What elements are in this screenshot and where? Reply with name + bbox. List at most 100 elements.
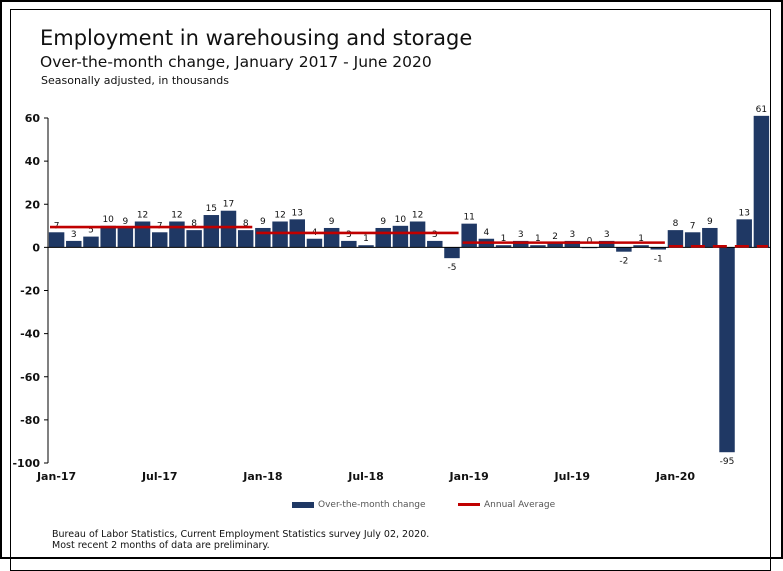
bar-data-label: 12 xyxy=(171,211,182,221)
x-tick-label: Jan-17 xyxy=(36,470,76,483)
y-tick-label: 40 xyxy=(25,155,41,168)
bar xyxy=(409,221,426,248)
x-tick-label: Jan-20 xyxy=(655,470,696,483)
bar xyxy=(66,240,82,248)
legend-item-bars: Over-the-month change xyxy=(292,500,426,510)
y-tick-label: 20 xyxy=(25,198,41,211)
bar-data-label: 9 xyxy=(380,217,386,227)
bar-data-label: 12 xyxy=(274,211,285,221)
legend-item-average: Annual Average xyxy=(458,500,555,510)
x-tick-label: Jan-19 xyxy=(449,470,489,483)
bar-data-label: 9 xyxy=(707,217,713,227)
bar xyxy=(513,240,529,248)
bar-data-label: 3 xyxy=(71,230,77,240)
x-tick-label: Jul-17 xyxy=(141,470,178,483)
bar xyxy=(341,240,357,248)
legend-swatch-average xyxy=(458,503,480,506)
bar-data-label: 3 xyxy=(518,230,524,240)
bar xyxy=(684,232,701,248)
bar-data-label: 10 xyxy=(102,215,114,225)
bar xyxy=(719,247,735,453)
plot-area: -100-80-60-40-20020406073510912712815178… xyxy=(12,105,770,483)
bar-data-label: -5 xyxy=(447,263,456,273)
x-tick-label: Jul-19 xyxy=(554,470,591,483)
bar xyxy=(547,243,563,248)
chart-title: Employment in warehousing and storage xyxy=(40,26,473,50)
outer-border xyxy=(0,0,783,559)
bar xyxy=(598,240,615,248)
bar-data-label: 8 xyxy=(243,219,249,229)
bar-data-label: 9 xyxy=(122,217,128,227)
bar xyxy=(702,227,718,248)
source-line-2: Most recent 2 months of data are prelimi… xyxy=(52,540,270,551)
bar xyxy=(237,230,254,248)
chart-subtitle: Over-the-month change, January 2017 - Ju… xyxy=(40,53,432,71)
bar-data-label: 3 xyxy=(432,230,438,240)
source-line-1: Bureau of Labor Statistics, Current Empl… xyxy=(52,529,430,540)
bar xyxy=(272,221,288,248)
bar xyxy=(667,230,684,248)
bar xyxy=(375,227,391,248)
legend-label-bars: Over-the-month change xyxy=(318,500,426,510)
bar-data-label: 5 xyxy=(88,226,94,236)
x-tick-label: Jan-18 xyxy=(242,470,282,483)
bar-data-label: 9 xyxy=(329,217,335,227)
bar xyxy=(392,225,409,248)
bar-data-label: 8 xyxy=(673,219,679,229)
bar xyxy=(444,247,460,259)
bar-data-label: 61 xyxy=(756,105,767,115)
bar-data-label: 4 xyxy=(483,228,489,238)
bar-data-label: 15 xyxy=(206,204,217,214)
y-tick-label: 60 xyxy=(25,112,41,125)
bar-data-label: 3 xyxy=(346,230,352,240)
bar xyxy=(117,227,134,248)
y-tick-label: -40 xyxy=(20,328,40,341)
bar-data-label: 2 xyxy=(552,232,558,242)
bar xyxy=(169,221,185,248)
bar xyxy=(203,215,220,248)
bar xyxy=(564,240,581,248)
bar xyxy=(530,245,546,248)
legend-label-average: Annual Average xyxy=(484,500,556,510)
y-tick-label: -80 xyxy=(20,414,40,427)
y-tick-label: 0 xyxy=(32,241,40,254)
bar-data-label: 3 xyxy=(604,230,610,240)
bar-data-label: 3 xyxy=(569,230,575,240)
y-tick-label: -60 xyxy=(20,371,40,384)
bar xyxy=(48,232,65,248)
bar-data-label: 12 xyxy=(137,211,148,221)
bar xyxy=(152,232,168,248)
bar-data-label: 7 xyxy=(690,221,696,231)
bar xyxy=(650,247,666,250)
bar-data-label: 17 xyxy=(223,200,234,210)
bar-data-label: -1 xyxy=(654,255,663,265)
bar-data-label: -95 xyxy=(720,457,735,467)
bar xyxy=(616,247,632,252)
y-tick-label: -20 xyxy=(20,285,40,298)
bar xyxy=(633,245,649,248)
bar-data-label: 8 xyxy=(191,219,197,229)
bar-data-label: 10 xyxy=(395,215,407,225)
bar xyxy=(306,238,323,248)
bar xyxy=(736,219,752,248)
bar xyxy=(753,115,770,248)
bar xyxy=(495,245,512,248)
bar xyxy=(255,227,271,248)
bar xyxy=(186,230,202,248)
bar xyxy=(358,245,374,248)
y-tick-label: -100 xyxy=(12,457,40,470)
bar-data-label: -2 xyxy=(619,257,628,267)
bar-data-label: 1 xyxy=(501,234,507,244)
bar-data-label: 1 xyxy=(363,234,369,244)
bar xyxy=(220,210,237,248)
bar-data-label: 12 xyxy=(412,211,423,221)
bar-data-label: 1 xyxy=(638,234,644,244)
bar-data-label: 13 xyxy=(738,208,749,218)
bar xyxy=(100,225,116,248)
bar xyxy=(134,221,151,248)
bar xyxy=(427,240,443,248)
bar-data-label: 1 xyxy=(535,234,541,244)
x-tick-label: Jul-18 xyxy=(347,470,384,483)
bar xyxy=(323,227,340,248)
